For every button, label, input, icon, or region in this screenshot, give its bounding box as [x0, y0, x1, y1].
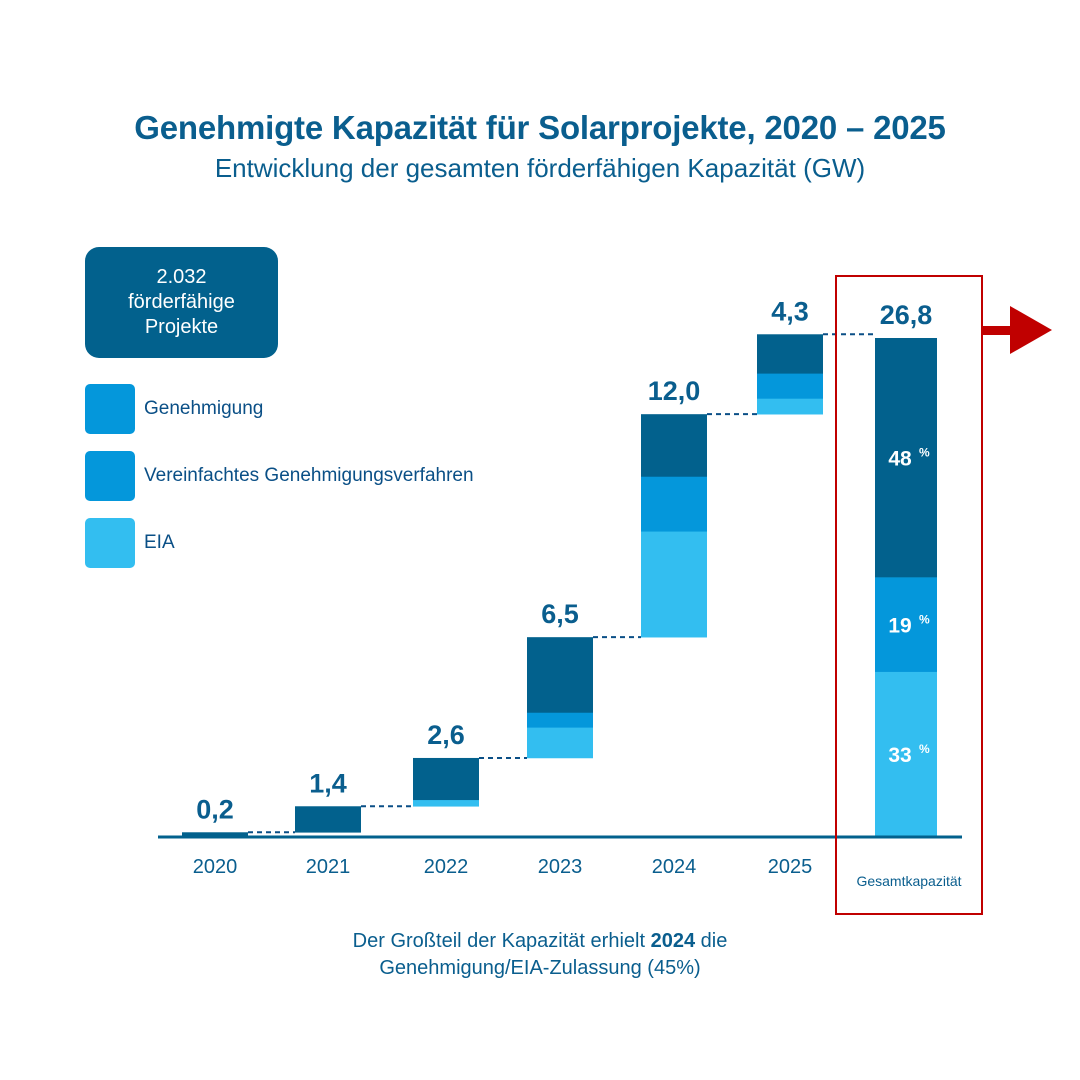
legend-swatch — [85, 451, 135, 501]
x-tick-label-2022: 2022 — [424, 856, 469, 878]
footer-highlight-year: 2024 — [650, 930, 696, 952]
legend-swatch — [85, 384, 135, 434]
bar-segment-2024-eia — [641, 531, 707, 638]
legend-label: Vereinfachtes Genehmigungsverfahren — [144, 465, 474, 486]
bar-value-label-2022: 2,6 — [427, 720, 465, 750]
bar-segment-2025-genehmigung — [757, 334, 823, 374]
bar-segment-2023-eia — [527, 727, 593, 759]
bar-segment-2024-vereinfachtes-genehmigungsverfahren — [641, 476, 707, 532]
bar-value-label-2021: 1,4 — [309, 768, 347, 798]
x-tick-label-2024: 2024 — [652, 856, 697, 878]
bar-value-label-2024: 12,0 — [648, 376, 701, 406]
total-bar-percent-label: 33 — [888, 744, 911, 767]
projects-count-badge: 2.032 förderfähige Projekte — [85, 247, 278, 358]
total-bar-segment-genehmigung — [875, 338, 937, 578]
highlight-box — [835, 275, 983, 915]
x-tick-label-2025: 2025 — [768, 856, 813, 878]
chart-title: Genehmigte Kapazität für Solarprojekte, … — [134, 109, 946, 146]
x-tick-label-2020: 2020 — [193, 856, 238, 878]
footer-line-2: Genehmigung/EIA-Zulassung (45%) — [379, 957, 701, 979]
footer-text: die — [695, 930, 728, 952]
legend-swatch — [85, 518, 135, 568]
projects-label-1: förderfähige — [128, 291, 235, 313]
bar-segment-2022-eia — [413, 799, 479, 807]
x-tick-label-2023: 2023 — [538, 856, 583, 878]
legend-item-eia: EIA — [85, 518, 474, 568]
x-tick-label-2021: 2021 — [306, 856, 351, 878]
bar-segment-2025-eia — [757, 398, 823, 415]
projects-label-2: Projekte — [144, 316, 219, 338]
bar-segment-2020-genehmigung — [182, 832, 248, 837]
legend-item-genehmigung: Genehmigung — [85, 384, 474, 434]
legend-item-vereinfachtes: Vereinfachtes Genehmigungsverfahren — [85, 451, 474, 501]
bar-segment-2023-vereinfachtes-genehmigungsverfahren — [527, 712, 593, 728]
total-bar-percent-label: 19 — [888, 614, 911, 637]
footer-note: Der Großteil der Kapazität erhielt 2024 … — [0, 928, 1080, 982]
x-tick-label-total: Gesamtkapazität — [856, 873, 961, 889]
footer-text: Der Großteil der Kapazität erhielt — [352, 930, 651, 952]
bar-value-label-2025: 4,3 — [771, 296, 809, 326]
total-bar-segment-eia — [875, 671, 937, 837]
bar-segment-2025-vereinfachtes-genehmigungsverfahren — [757, 373, 823, 399]
total-value-label: 26,8 — [880, 300, 933, 330]
bar-segment-2024-genehmigung — [641, 414, 707, 477]
legend-label: Genehmigung — [144, 398, 264, 419]
legend-label: EIA — [144, 532, 175, 553]
percent-sign: % — [919, 612, 930, 626]
projects-count: 2.032 — [156, 266, 207, 288]
percent-sign: % — [919, 446, 930, 460]
total-bar-segment-vereinfachtes-genehmigungsverfahren — [875, 577, 937, 672]
chart-subtitle: Entwicklung der gesamten förderfähigen K… — [214, 153, 866, 183]
arrow-right-icon — [1010, 306, 1052, 354]
percent-sign: % — [919, 742, 930, 756]
bar-segment-2022-genehmigung — [413, 757, 479, 801]
arrow-shaft — [982, 326, 1012, 335]
bar-value-label-2023: 6,5 — [541, 599, 579, 629]
bar-segment-2021-genehmigung — [295, 806, 361, 833]
bar-value-label-2020: 0,2 — [196, 794, 234, 824]
legend: Genehmigung Vereinfachtes Genehmigungsve… — [85, 384, 474, 585]
bar-segment-2023-genehmigung — [527, 637, 593, 713]
total-bar-percent-label: 48 — [888, 448, 912, 471]
footer-line-1: Der Großteil der Kapazität erhielt 2024 … — [0, 928, 1080, 955]
